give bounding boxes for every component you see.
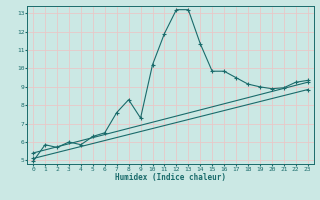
X-axis label: Humidex (Indice chaleur): Humidex (Indice chaleur) (115, 173, 226, 182)
